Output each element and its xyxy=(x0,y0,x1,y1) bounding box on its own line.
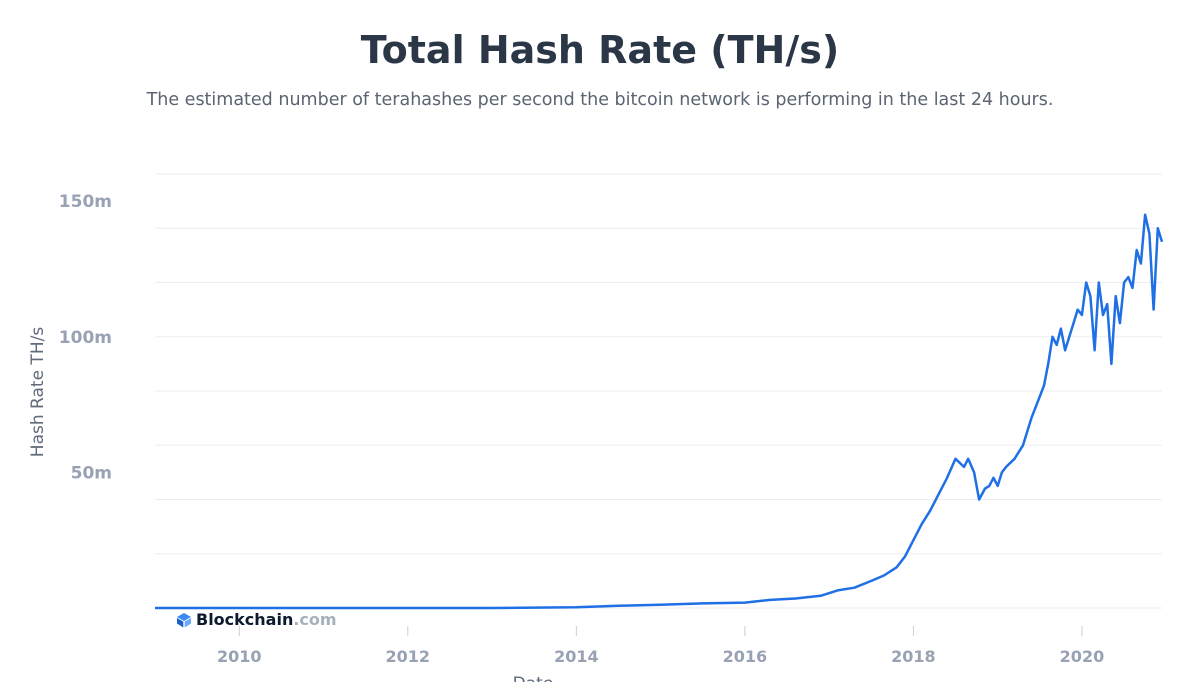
chart-subtitle: The estimated number of terahashes per s… xyxy=(146,90,1054,110)
gridlines xyxy=(155,173,1162,609)
y-axis: 50m 100m 150m xyxy=(59,192,112,483)
watermark-brand: Blockchain xyxy=(196,610,294,629)
hash-rate-line xyxy=(155,213,1164,610)
watermark-suffix: .com xyxy=(293,610,337,629)
y-axis-label: Hash Rate TH/s xyxy=(28,327,48,458)
x-tick-label: 2010 xyxy=(217,647,262,666)
x-axis-label: Date xyxy=(513,674,554,682)
x-tick-label: 2018 xyxy=(891,647,936,666)
blockchain-watermark: Blockchain.com xyxy=(176,610,337,629)
y-tick-label: 150m xyxy=(59,192,112,212)
x-tick-label: 2012 xyxy=(386,647,431,666)
y-tick-label: 100m xyxy=(59,328,112,348)
x-tick-label: 2016 xyxy=(723,647,768,666)
chart-title: Total Hash Rate (TH/s) xyxy=(360,28,840,72)
x-axis: 2010 2012 2014 2016 2018 2020 xyxy=(217,626,1104,666)
x-tick-label: 2020 xyxy=(1060,647,1105,666)
y-tick-label: 50m xyxy=(71,463,112,483)
x-tick-label: 2014 xyxy=(554,647,599,666)
blockchain-logo-icon xyxy=(177,612,191,627)
